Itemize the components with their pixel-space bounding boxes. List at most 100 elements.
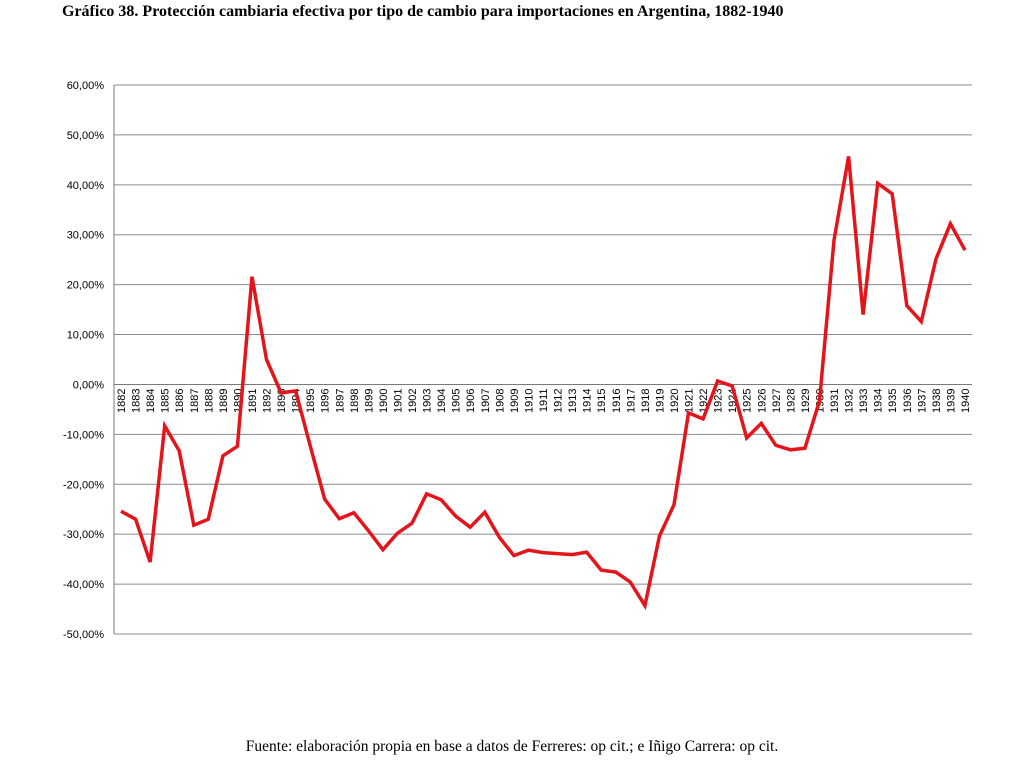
axes <box>113 85 972 634</box>
x-tick-label: 1907 <box>480 388 492 412</box>
x-tick-label: 1927 <box>771 388 783 412</box>
data-point <box>628 580 632 584</box>
x-tick-label: 1895 <box>305 388 317 412</box>
data-point <box>279 391 283 395</box>
x-tick-label: 1883 <box>131 388 143 412</box>
y-tick-label: -10,00% <box>63 429 104 441</box>
data-point <box>206 517 210 521</box>
x-tick-label: 1891 <box>247 388 259 412</box>
data-point <box>337 517 341 521</box>
x-tick-label: 1919 <box>654 388 666 412</box>
x-tick-label: 1920 <box>669 388 681 412</box>
x-tick-label: 1898 <box>349 388 361 412</box>
data-point <box>323 497 327 501</box>
x-tick-label: 1892 <box>262 388 274 412</box>
data-point <box>526 548 530 552</box>
data-point <box>687 411 691 415</box>
y-tick-label: -20,00% <box>63 479 104 491</box>
y-axis-tick-labels: 60,00% 50,00% 40,00% 30,00% 20,00% 10,00% 0,00… <box>63 80 104 641</box>
line-chart: 60,00% 50,00% 40,00% 30,00% 20,00% 10,00% 0,00… <box>63 80 972 641</box>
data-point <box>701 417 705 421</box>
x-tick-label: 1909 <box>509 388 521 412</box>
data-point <box>265 358 269 362</box>
x-tick-label: 1917 <box>625 388 637 412</box>
x-tick-label: 1902 <box>407 388 419 412</box>
y-tick-label: 40,00% <box>67 180 105 192</box>
x-tick-label: 1939 <box>945 388 957 412</box>
x-tick-label: 1916 <box>611 388 623 412</box>
data-point <box>497 535 501 539</box>
x-tick-label: 1931 <box>829 388 841 412</box>
data-point <box>817 399 821 403</box>
x-tick-label: 1906 <box>465 388 477 412</box>
data-point <box>163 424 167 428</box>
data-point <box>439 498 443 502</box>
series-layer <box>120 154 967 611</box>
y-tick-label: 50,00% <box>67 130 105 142</box>
y-tick-label: 60,00% <box>67 80 105 92</box>
x-tick-label: 1932 <box>844 388 856 412</box>
data-point <box>250 275 254 279</box>
data-point <box>352 511 356 515</box>
data-point <box>948 222 952 226</box>
x-tick-label: 1925 <box>742 388 754 412</box>
data-point <box>716 379 720 383</box>
data-point <box>847 154 851 158</box>
data-point <box>876 181 880 185</box>
data-point <box>148 560 152 564</box>
data-point <box>294 389 298 393</box>
x-tick-label: 1936 <box>902 388 914 412</box>
data-point <box>861 313 865 317</box>
data-point <box>730 384 734 388</box>
data-point <box>934 257 938 261</box>
x-tick-label: 1882 <box>116 388 128 412</box>
x-tick-label: 1918 <box>640 388 652 412</box>
x-tick-label: 1915 <box>596 388 608 412</box>
chart-source-note: Fuente: elaboración propia en base a dat… <box>245 738 779 755</box>
chart-title: Gráfico 38. Protección cambiaria efectiv… <box>62 3 784 20</box>
data-point <box>381 548 385 552</box>
x-tick-label: 1897 <box>334 388 346 412</box>
x-tick-label: 1910 <box>523 388 535 412</box>
x-tick-label: 1900 <box>378 388 390 412</box>
x-tick-label: 1914 <box>582 388 594 412</box>
x-tick-label: 1926 <box>756 388 768 412</box>
data-point <box>556 552 560 556</box>
data-point <box>468 525 472 529</box>
x-tick-label: 1937 <box>916 388 928 412</box>
data-point <box>134 517 138 521</box>
x-tick-label: 1940 <box>960 388 972 412</box>
y-tick-label: 0,00% <box>73 379 104 391</box>
x-tick-label: 1899 <box>363 388 375 412</box>
grid-lines <box>114 84 972 635</box>
x-tick-label: 1889 <box>218 388 230 412</box>
data-point <box>657 534 661 538</box>
x-tick-label: 1887 <box>189 388 201 412</box>
data-point <box>803 446 807 450</box>
data-point <box>425 492 429 496</box>
x-tick-label: 1886 <box>174 388 186 412</box>
y-tick-label: 10,00% <box>67 330 105 342</box>
data-point <box>483 510 487 514</box>
x-tick-label: 1923 <box>713 388 725 412</box>
x-tick-label: 1905 <box>451 388 463 412</box>
data-point <box>963 248 967 252</box>
x-tick-label: 1938 <box>931 388 943 412</box>
x-tick-label: 1933 <box>858 388 870 412</box>
data-point <box>410 521 414 525</box>
data-point <box>454 514 458 518</box>
x-tick-label: 1929 <box>800 388 812 412</box>
data-point <box>221 454 225 458</box>
x-tick-label: 1903 <box>422 388 434 412</box>
data-point <box>919 320 923 324</box>
data-point <box>832 238 836 242</box>
x-tick-label: 1911 <box>538 388 550 412</box>
x-tick-label: 1935 <box>887 388 899 412</box>
data-point <box>541 551 545 555</box>
x-tick-label: 1913 <box>567 388 579 412</box>
series-line <box>120 156 967 611</box>
data-point <box>745 436 749 440</box>
x-tick-label: 1904 <box>436 388 448 412</box>
data-point <box>614 570 618 574</box>
data-point <box>759 421 763 425</box>
